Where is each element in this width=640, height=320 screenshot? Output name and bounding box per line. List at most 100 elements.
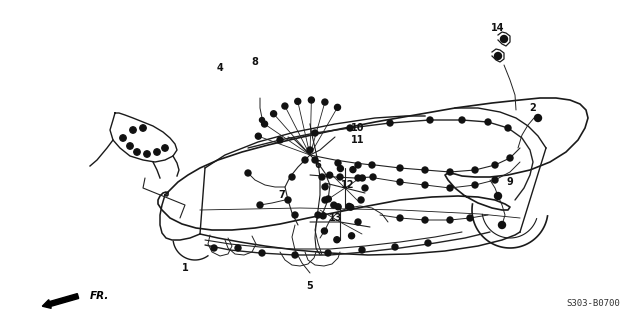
Circle shape bbox=[447, 185, 453, 191]
Circle shape bbox=[321, 228, 328, 234]
Circle shape bbox=[162, 145, 168, 151]
Circle shape bbox=[355, 175, 361, 181]
Circle shape bbox=[447, 217, 453, 223]
Circle shape bbox=[308, 97, 314, 103]
Text: FR.: FR. bbox=[90, 291, 109, 301]
Circle shape bbox=[355, 219, 361, 225]
Circle shape bbox=[295, 98, 301, 104]
Circle shape bbox=[355, 162, 361, 168]
Circle shape bbox=[302, 157, 308, 163]
Circle shape bbox=[245, 170, 251, 176]
Circle shape bbox=[259, 250, 265, 256]
Circle shape bbox=[485, 119, 491, 125]
Circle shape bbox=[307, 147, 313, 153]
Text: 8: 8 bbox=[252, 57, 259, 67]
Circle shape bbox=[259, 117, 264, 123]
Circle shape bbox=[370, 174, 376, 180]
Text: 12: 12 bbox=[341, 180, 355, 190]
Circle shape bbox=[325, 196, 332, 202]
Circle shape bbox=[285, 197, 291, 203]
Circle shape bbox=[447, 169, 453, 175]
Circle shape bbox=[292, 212, 298, 218]
Circle shape bbox=[472, 167, 478, 173]
Text: 11: 11 bbox=[351, 135, 365, 145]
Circle shape bbox=[262, 121, 268, 127]
FancyArrow shape bbox=[42, 293, 79, 308]
Circle shape bbox=[312, 130, 318, 136]
Circle shape bbox=[319, 174, 325, 180]
Circle shape bbox=[257, 202, 263, 208]
Circle shape bbox=[335, 160, 341, 166]
Text: 7: 7 bbox=[278, 190, 285, 200]
Circle shape bbox=[427, 117, 433, 123]
Circle shape bbox=[505, 125, 511, 131]
Circle shape bbox=[422, 167, 428, 173]
Circle shape bbox=[322, 184, 328, 190]
Circle shape bbox=[459, 117, 465, 123]
Text: 1: 1 bbox=[182, 263, 188, 273]
Circle shape bbox=[130, 127, 136, 133]
Text: 6: 6 bbox=[315, 160, 321, 170]
Circle shape bbox=[422, 182, 428, 188]
Circle shape bbox=[362, 185, 368, 191]
Circle shape bbox=[534, 115, 541, 122]
Circle shape bbox=[507, 155, 513, 161]
Circle shape bbox=[335, 104, 340, 110]
Circle shape bbox=[312, 157, 318, 163]
Circle shape bbox=[500, 36, 508, 43]
Text: 9: 9 bbox=[507, 177, 513, 187]
Circle shape bbox=[422, 217, 428, 223]
Circle shape bbox=[255, 133, 261, 139]
Circle shape bbox=[337, 165, 344, 172]
Circle shape bbox=[499, 221, 506, 228]
Circle shape bbox=[134, 149, 140, 155]
Circle shape bbox=[397, 215, 403, 221]
Circle shape bbox=[144, 151, 150, 157]
Circle shape bbox=[349, 233, 355, 239]
Circle shape bbox=[359, 247, 365, 253]
Text: 14: 14 bbox=[492, 23, 505, 33]
Circle shape bbox=[322, 99, 328, 105]
Circle shape bbox=[425, 240, 431, 246]
Circle shape bbox=[397, 165, 403, 171]
Circle shape bbox=[292, 252, 298, 258]
Circle shape bbox=[387, 120, 393, 126]
Circle shape bbox=[331, 202, 337, 208]
Circle shape bbox=[495, 193, 502, 199]
Circle shape bbox=[347, 125, 353, 131]
Circle shape bbox=[472, 182, 478, 188]
Circle shape bbox=[334, 237, 340, 243]
Circle shape bbox=[322, 197, 328, 203]
Text: 4: 4 bbox=[216, 63, 223, 73]
Text: 2: 2 bbox=[530, 103, 536, 113]
Circle shape bbox=[346, 204, 352, 209]
Circle shape bbox=[282, 103, 288, 109]
Circle shape bbox=[369, 162, 375, 168]
Circle shape bbox=[335, 204, 341, 210]
Circle shape bbox=[211, 245, 217, 251]
Circle shape bbox=[320, 213, 326, 219]
Circle shape bbox=[359, 175, 365, 181]
Circle shape bbox=[271, 111, 276, 117]
Circle shape bbox=[495, 52, 502, 60]
Circle shape bbox=[392, 244, 398, 250]
Circle shape bbox=[492, 177, 498, 183]
Circle shape bbox=[326, 172, 333, 178]
Text: S303-B0700: S303-B0700 bbox=[566, 299, 620, 308]
Circle shape bbox=[467, 215, 473, 221]
Circle shape bbox=[315, 212, 321, 218]
Circle shape bbox=[337, 174, 343, 180]
Circle shape bbox=[397, 179, 403, 185]
Circle shape bbox=[235, 245, 241, 251]
Circle shape bbox=[140, 125, 146, 131]
Text: 13: 13 bbox=[329, 213, 343, 223]
Text: 5: 5 bbox=[307, 281, 314, 291]
Circle shape bbox=[277, 137, 283, 143]
Circle shape bbox=[348, 204, 354, 210]
Circle shape bbox=[350, 167, 356, 172]
Circle shape bbox=[358, 197, 364, 203]
Circle shape bbox=[325, 250, 331, 256]
Circle shape bbox=[492, 162, 498, 168]
Text: 10: 10 bbox=[351, 123, 365, 133]
Circle shape bbox=[289, 174, 295, 180]
